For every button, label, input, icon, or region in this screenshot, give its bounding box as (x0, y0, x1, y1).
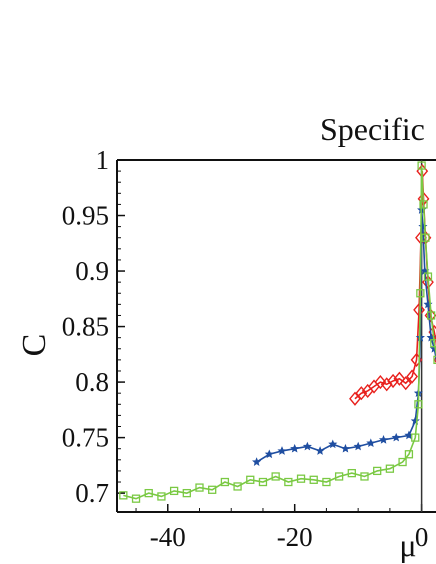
data-point-diamond (349, 391, 361, 406)
data-point-star (302, 441, 312, 451)
y-tick-label: 1 (96, 145, 110, 175)
y-tick-label: 0.8 (75, 367, 109, 397)
data-point-square (246, 475, 255, 484)
y-axis-label: C (16, 334, 53, 357)
data-point-square (423, 272, 433, 281)
data-point-star (340, 443, 351, 453)
data-point-diamond (399, 376, 412, 391)
y-tick-label: 0.75 (62, 423, 109, 453)
data-point-square (195, 483, 204, 492)
data-point-square (426, 311, 436, 320)
data-point-square (411, 433, 420, 442)
data-point-square (131, 494, 141, 503)
data-point-square (220, 477, 230, 487)
data-point-square (208, 485, 217, 494)
data-point-square (157, 492, 166, 501)
data-point-star (410, 416, 420, 425)
chart-title: Specific (320, 111, 425, 147)
data-point-square (416, 289, 425, 298)
data-point-square (404, 450, 414, 459)
data-point-star (353, 441, 363, 451)
data-point-square (360, 472, 369, 481)
data-point-square (433, 355, 436, 365)
data-point-square (322, 477, 331, 487)
data-point-square (385, 464, 395, 473)
data-point-diamond (374, 374, 387, 390)
data-point-square (271, 472, 280, 481)
data-point-star (315, 446, 325, 455)
data-point-star (264, 449, 274, 459)
data-point-square (182, 488, 191, 498)
data-point-star (366, 438, 376, 448)
data-point-star (391, 432, 401, 442)
data-point-square (419, 200, 428, 209)
data-point-square (284, 477, 293, 487)
data-point-diamond (393, 371, 406, 386)
data-point-square (398, 457, 407, 467)
data-point-square (430, 339, 436, 348)
data-point-star (328, 439, 338, 449)
data-point-star (277, 446, 287, 455)
data-point-diamond (413, 302, 425, 317)
x-tick-label: -20 (277, 522, 313, 552)
data-point-diamond (387, 373, 399, 389)
data-point-square (414, 400, 423, 409)
y-tick-label: 0.85 (62, 312, 109, 342)
x-tick-label: 0 (415, 522, 429, 552)
data-point-diamond (355, 386, 368, 401)
series-line-square (123, 165, 436, 500)
data-point-square (417, 161, 426, 170)
data-point-star (252, 457, 262, 466)
y-tick-label: 0.9 (75, 256, 109, 286)
data-point-square (144, 488, 153, 498)
data-point-square (258, 477, 268, 487)
series-line-star (256, 209, 436, 463)
data-point-square (373, 466, 382, 476)
data-point-square (169, 486, 179, 496)
x-tick-label: -40 (150, 522, 186, 552)
x-axis-label: μ (399, 527, 416, 563)
y-tick-label: 0.7 (75, 478, 109, 508)
data-point-square (421, 233, 430, 242)
data-point-star (378, 434, 389, 444)
y-tick-label: 0.95 (62, 201, 109, 231)
data-point-square (296, 474, 306, 483)
data-point-square (334, 472, 344, 481)
data-point-square (233, 482, 242, 491)
data-point-star (290, 443, 300, 453)
data-point-square (309, 475, 318, 484)
series-group (119, 161, 436, 503)
data-point-diamond (406, 369, 419, 384)
data-point-square (347, 468, 356, 478)
data-point-square (119, 491, 128, 500)
